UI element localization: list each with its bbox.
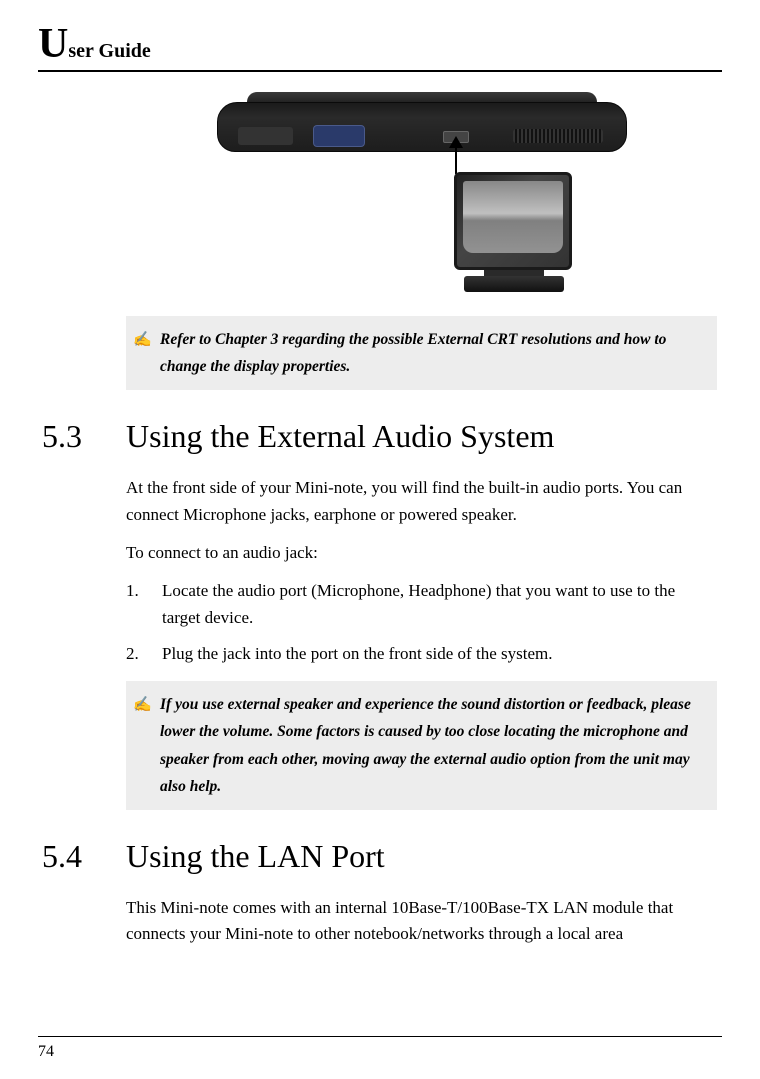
section-53-heading: 5.3 Using the External Audio System [38,418,717,455]
monitor-screen [454,172,572,270]
section-title-53: Using the External Audio System [126,418,554,455]
step-number: 2. [126,641,139,667]
header-rest: ser Guide [68,40,150,62]
section-53-para-2: To connect to an audio jack: [126,540,717,566]
laptop-illustration [217,92,627,302]
section-53-para-1: At the front side of your Mini-note, you… [126,475,717,528]
monitor-display [463,181,563,253]
list-item: 2. Plug the jack into the port on the fro… [126,641,717,667]
section-number-54: 5.4 [38,838,126,875]
note-icon: ✍ [133,692,152,718]
step-text: Locate the audio port (Microphone, Headp… [162,581,675,626]
section-53-steps: 1. Locate the audio port (Microphone, Hea… [126,578,717,667]
external-monitor [454,172,574,302]
vga-port [313,125,365,147]
note-box-audio: ✍ If you use external speaker and experi… [126,681,717,810]
header-title: User Guide [38,44,151,61]
note-icon: ✍ [133,327,152,353]
section-54-heading: 5.4 Using the LAN Port [38,838,717,875]
figure-laptop-monitor [126,92,717,302]
list-item: 1. Locate the audio port (Microphone, Hea… [126,578,717,631]
step-number: 1. [126,578,139,604]
monitor-base [464,276,564,292]
laptop-body [217,102,627,152]
section-title-54: Using the LAN Port [126,838,385,875]
footer-rule [38,1036,722,1037]
page-number: 74 [38,1043,722,1061]
content-area: ✍ Refer to Chapter 3 regarding the possi… [38,92,722,948]
note-text-2: If you use external speaker and experien… [160,696,691,794]
section-number-53: 5.3 [38,418,126,455]
note-box-crt: ✍ Refer to Chapter 3 regarding the possi… [126,316,717,390]
header-rule [38,70,722,72]
laptop-buttons [238,127,293,145]
note-text-1: Refer to Chapter 3 regarding the possibl… [160,331,666,375]
page-footer: 74 [38,1036,722,1061]
header-big-letter: U [38,21,68,67]
vent-grille [513,129,603,143]
connector-arrow-head [449,136,463,148]
page-header: User Guide [38,20,722,72]
step-text: Plug the jack into the port on the front… [162,644,552,663]
section-54-para-1: This Mini-note comes with an internal 10… [126,895,717,948]
